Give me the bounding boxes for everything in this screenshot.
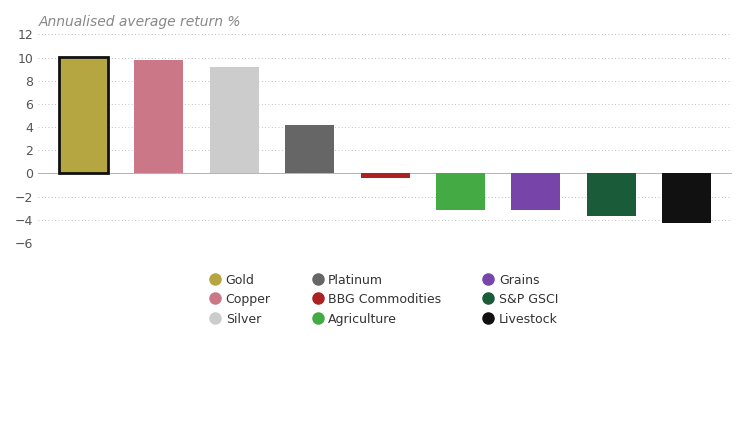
Text: Annualised average return %: Annualised average return % bbox=[38, 15, 241, 29]
Bar bbox=[210, 67, 258, 173]
Bar bbox=[59, 57, 108, 173]
Legend: Gold, Copper, Silver, Platinum, BBG Commodities, Agriculture, Grains, S&P GSCI, : Gold, Copper, Silver, Platinum, BBG Comm… bbox=[212, 274, 558, 326]
Bar bbox=[512, 173, 560, 211]
Bar bbox=[361, 173, 409, 178]
Bar bbox=[436, 173, 485, 211]
Bar bbox=[663, 173, 711, 223]
Bar bbox=[285, 125, 334, 173]
Bar bbox=[134, 60, 184, 173]
Bar bbox=[587, 173, 636, 216]
